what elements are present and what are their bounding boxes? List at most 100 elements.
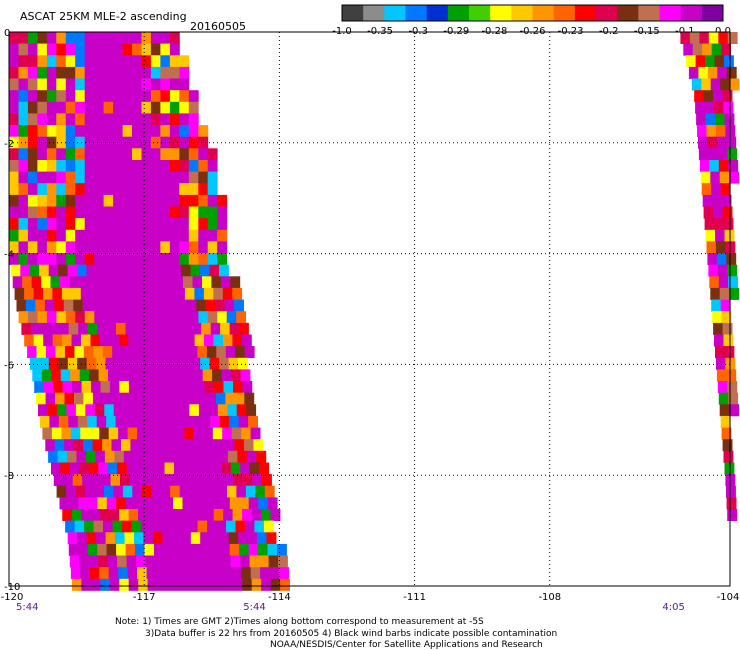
mle-cell <box>188 125 199 138</box>
mle-cell <box>140 520 151 533</box>
mle-cell <box>162 264 173 277</box>
mle-cell <box>185 509 196 521</box>
mle-cell <box>278 555 288 568</box>
mle-cell <box>176 474 187 487</box>
mle-cell <box>205 299 216 312</box>
mle-cell <box>212 427 223 440</box>
mle-cell <box>152 357 163 370</box>
mle-cell <box>724 113 735 126</box>
mle-cell <box>160 229 171 242</box>
mle-cell <box>64 346 75 359</box>
mle-cell <box>269 567 280 580</box>
mle-cell <box>110 474 121 487</box>
mle-cell <box>141 241 152 254</box>
y-tick-label: 0 <box>4 28 10 39</box>
mle-cell <box>166 334 177 347</box>
mle-cell <box>151 404 162 417</box>
mle-cell <box>712 194 723 207</box>
mle-cell <box>211 462 222 475</box>
mle-cell <box>27 171 38 184</box>
mle-cell <box>27 125 38 138</box>
mle-cell <box>99 287 110 300</box>
mle-cell <box>56 229 67 242</box>
mle-cell <box>242 509 252 521</box>
mle-cell <box>65 229 76 242</box>
mle-cell <box>136 462 146 475</box>
mle-cell <box>184 287 195 300</box>
mle-cell <box>53 381 64 393</box>
mle-cell <box>84 78 95 91</box>
mle-cell <box>160 171 171 184</box>
mle-cell <box>217 404 228 417</box>
mle-cell <box>212 567 223 580</box>
mle-cell <box>75 194 86 207</box>
mle-cell <box>76 450 87 463</box>
mle-cell <box>9 113 19 126</box>
mle-cell <box>37 253 48 265</box>
mle-cell <box>182 543 193 556</box>
mle-cell <box>108 369 118 382</box>
mle-cell <box>132 253 142 265</box>
mle-cell <box>113 311 124 324</box>
mle-cell <box>179 485 190 498</box>
mle-cell <box>221 369 232 382</box>
mle-cell <box>122 43 133 56</box>
mle-cell <box>128 334 139 347</box>
mle-cell <box>125 497 136 510</box>
mle-cell <box>248 543 259 556</box>
mle-cell <box>253 439 264 452</box>
mle-cell <box>109 287 120 300</box>
mle-cell <box>223 334 233 347</box>
mle-cell <box>164 555 175 568</box>
mle-cell <box>37 101 48 114</box>
mle-cell <box>115 415 126 428</box>
mle-cell <box>190 532 201 545</box>
mle-cell <box>37 90 48 103</box>
mle-cell <box>169 171 180 184</box>
mle-cell <box>160 90 171 103</box>
mle-cell <box>9 148 19 161</box>
mle-cell <box>145 555 156 568</box>
mle-cell <box>184 427 195 440</box>
mle-cell <box>95 450 106 463</box>
mle-cell <box>131 520 142 533</box>
mle-cell <box>211 555 222 568</box>
mle-cell <box>248 415 258 428</box>
mle-cell <box>240 555 251 568</box>
mle-cell <box>722 322 733 335</box>
mle-cell <box>68 322 79 335</box>
mle-cell <box>121 439 131 452</box>
mle-cell <box>98 462 109 475</box>
mle-cell <box>103 148 114 161</box>
mle-cell <box>103 90 114 103</box>
mle-cell <box>116 276 127 289</box>
x-tick-label: -120 <box>1 592 24 603</box>
mle-cell <box>162 357 173 370</box>
mle-cell <box>250 567 261 580</box>
mle-cell <box>215 439 226 452</box>
mle-cell <box>132 90 142 103</box>
mle-cell <box>18 148 29 161</box>
mle-cell <box>73 439 84 452</box>
mle-cell <box>94 78 105 91</box>
mle-cell <box>257 532 267 545</box>
mle-cell <box>722 206 733 219</box>
mle-cell <box>150 229 161 242</box>
mle-cell <box>130 392 141 405</box>
mle-cell <box>159 346 170 359</box>
mle-cell <box>170 485 181 498</box>
mle-cell <box>254 520 265 533</box>
mle-cell <box>193 427 204 440</box>
mle-cell <box>99 567 110 580</box>
mle-cell <box>185 578 196 591</box>
mle-cell <box>158 439 169 452</box>
mle-cell <box>132 148 142 161</box>
mle-cell <box>93 520 104 533</box>
mle-cell <box>249 462 260 475</box>
mle-cell <box>9 125 19 138</box>
mle-cell <box>227 404 238 417</box>
mle-cell <box>198 241 209 254</box>
mle-cell <box>196 439 207 452</box>
mle-cell <box>132 125 142 138</box>
mle-cell <box>67 357 78 370</box>
